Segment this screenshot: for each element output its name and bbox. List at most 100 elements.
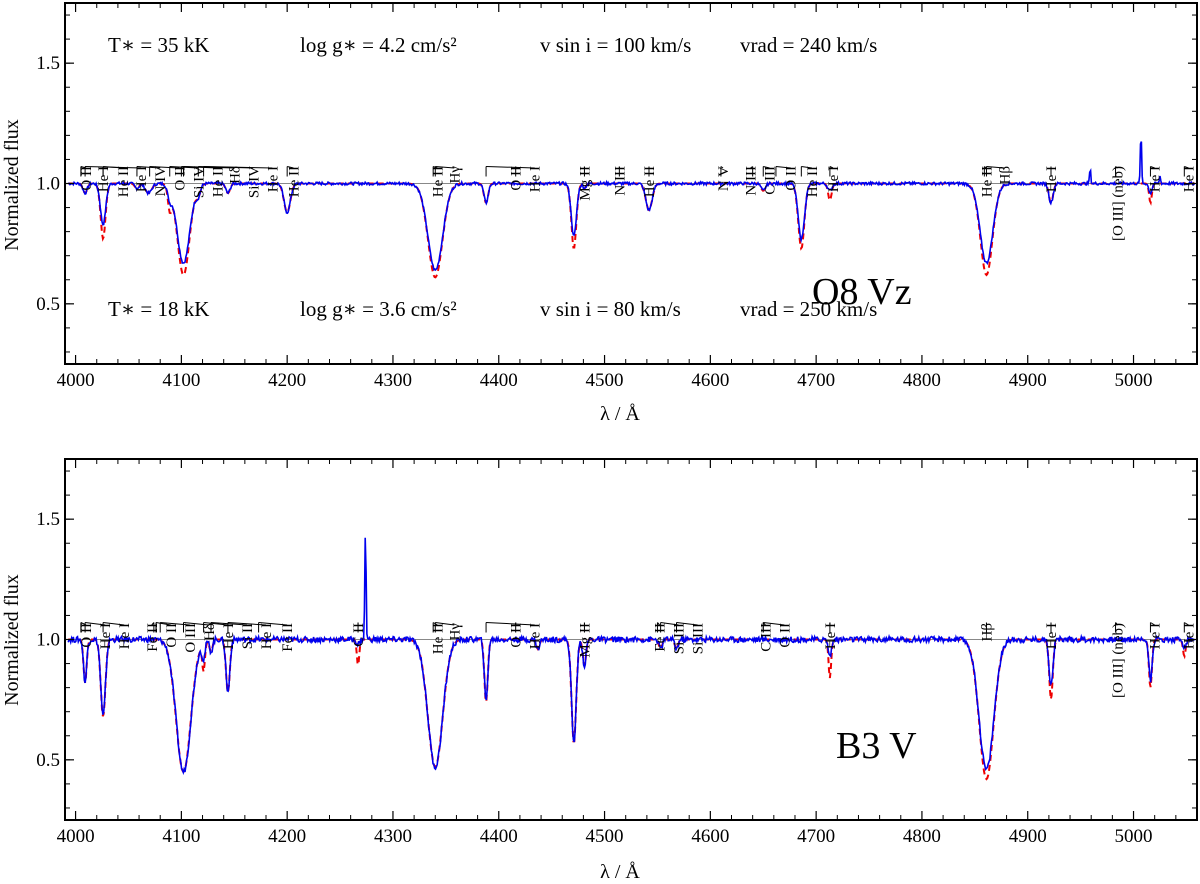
line-id-label: He I [134, 166, 150, 192]
line-id-connector [136, 166, 161, 169]
line-id-label: He II [430, 166, 446, 197]
line-id-label: He II [805, 166, 821, 197]
x-tick-label: 4600 [691, 826, 729, 847]
x-tick-label: 4200 [268, 370, 306, 391]
line-id-label: He II [430, 623, 446, 654]
param-teff: T∗ = 18 kK [108, 297, 209, 321]
line-id-label: Hγ [447, 623, 463, 641]
line-id-connector [657, 622, 660, 626]
line-id-connector [1150, 622, 1155, 626]
line-id-connector [1150, 166, 1155, 169]
line-id-connector [986, 166, 1005, 169]
line-id-label: Si III [691, 623, 707, 654]
line-id-label: Mg II [577, 166, 593, 201]
x-tick-label: 4100 [162, 826, 200, 847]
spectral-class-label: O8 Vz [812, 271, 912, 313]
line-id-connector [149, 166, 180, 169]
x-tick-label: 4600 [691, 370, 729, 391]
line-id-connector [155, 622, 171, 626]
line-id-connector [85, 622, 106, 626]
line-id-connector [1115, 622, 1119, 626]
line-id-label: Hδ [227, 166, 243, 184]
line-id-label: O II [777, 623, 793, 648]
line-id-label: Hδ [202, 623, 218, 641]
x-tick-label: 4900 [1009, 826, 1047, 847]
x-axis-label: λ / Å [600, 861, 640, 883]
line-id-label: Fe II [653, 623, 669, 652]
line-id-label: He I [1044, 623, 1060, 649]
line-id-label: He I [1182, 623, 1198, 649]
line-id-label: He I [259, 623, 275, 649]
line-id-label: O II [509, 166, 525, 191]
line-id-connector [829, 166, 834, 169]
model-spectrum-line [68, 638, 1195, 781]
line-id-connector [750, 166, 753, 169]
x-tick-label: 4300 [374, 826, 412, 847]
line-id-connector [183, 622, 209, 626]
line-id-label: He I [1044, 166, 1060, 192]
line-id-label: He I [528, 623, 544, 649]
line-id-label: Hβ [979, 623, 995, 641]
param-teff: T∗ = 35 kK [108, 33, 209, 57]
model-spectrum-line [68, 182, 1195, 279]
x-tick-label: 4800 [903, 370, 941, 391]
line-id-connector [203, 166, 273, 169]
line-id-label: He II [116, 166, 132, 197]
line-id-label: N V [716, 166, 732, 191]
line-id-connector [1184, 622, 1189, 626]
param-logg: log g∗ = 4.2 cm/s² [300, 33, 457, 57]
line-id-connector [103, 622, 125, 626]
line-id-label: Si IV [191, 166, 207, 198]
line-id-connector [720, 166, 724, 169]
line-id-label: Si IV [246, 166, 262, 198]
line-id-label: Si II [240, 623, 256, 649]
line-id-label: He I [1148, 166, 1164, 192]
line-id-connector [151, 622, 155, 626]
line-id-label: He I [96, 166, 112, 192]
y-axis-label: Normalized flux [1, 119, 23, 251]
line-id-label: Hγ [447, 166, 463, 184]
line-id-label: Hβ [997, 166, 1013, 184]
line-id-connector [210, 622, 248, 626]
line-id-label: [O III] (neb) [1111, 623, 1127, 698]
line-id-label: O II [164, 623, 180, 648]
line-id-label: He I [221, 623, 237, 649]
line-id-connector [801, 166, 812, 169]
line-id-label: N III [744, 166, 760, 196]
line-id-label: O II [172, 166, 188, 191]
line-id-connector [169, 166, 199, 169]
line-id-label: C III [758, 623, 774, 652]
line-id-label: C III [763, 166, 779, 195]
line-id-connector [1184, 166, 1189, 169]
line-id-label: He II [979, 166, 995, 197]
x-tick-label: 4500 [586, 370, 624, 391]
line-id-label: He I [826, 166, 842, 192]
x-tick-label: 4700 [797, 826, 835, 847]
line-id-connector [203, 622, 228, 626]
line-id-connector [287, 166, 294, 169]
x-tick-label: 4300 [374, 370, 412, 391]
y-tick-label: 1.0 [36, 630, 60, 651]
y-axis-label: Normalized flux [1, 574, 23, 706]
line-id-label: O II [79, 166, 95, 191]
param-vrad: vrad = 250 km/s [740, 297, 877, 321]
x-tick-label: 4900 [1009, 370, 1047, 391]
x-tick-label: 5000 [1115, 826, 1153, 847]
line-id-connector [160, 622, 190, 626]
line-id-label: [O III] (neb) [1111, 166, 1127, 241]
line-id-label: He I [265, 166, 281, 192]
observed-spectrum-line [67, 537, 1196, 776]
line-id-label: N IV [153, 166, 169, 197]
line-id-label: O III [183, 623, 199, 653]
line-id-label: O II [509, 623, 525, 648]
line-id-label: He I [117, 623, 133, 649]
x-tick-label: 4200 [268, 826, 306, 847]
line-id-label: N III [612, 166, 628, 196]
line-id-label: He I [823, 623, 839, 649]
line-id-connector [435, 622, 455, 626]
line-id-label: He II [210, 166, 226, 197]
y-tick-label: 1.0 [36, 174, 60, 195]
line-id-label: He II [287, 166, 303, 197]
param-vsini: v sin i = 80 km/s [540, 297, 681, 321]
